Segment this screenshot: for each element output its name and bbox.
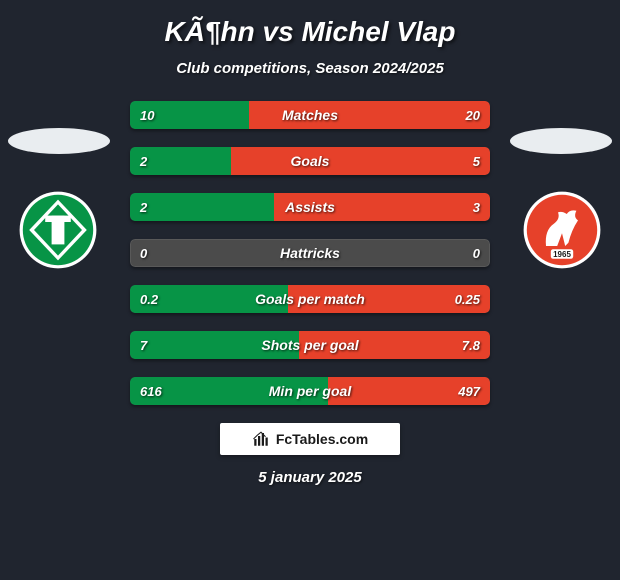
bar-label: Min per goal — [130, 377, 490, 405]
bar-label: Shots per goal — [130, 331, 490, 359]
twente-logo-icon: 1965 — [522, 190, 602, 270]
bar-label: Assists — [130, 193, 490, 221]
branding-badge: FcTables.com — [220, 423, 400, 455]
page-title: KÃ¶hn vs Michel Vlap — [0, 16, 620, 48]
team-logo-right: 1965 — [522, 190, 602, 270]
logo-year: 1965 — [553, 250, 571, 259]
date-label: 5 january 2025 — [0, 469, 620, 486]
stat-row: 23Assists — [130, 193, 490, 221]
stat-row: 1020Matches — [130, 101, 490, 129]
bar-label: Goals — [130, 147, 490, 175]
comparison-card: KÃ¶hn vs Michel Vlap Club competitions, … — [0, 0, 620, 580]
bar-label: Hattricks — [130, 239, 490, 267]
werder-logo-icon — [18, 190, 98, 270]
stat-row: 0.20.25Goals per match — [130, 285, 490, 313]
ellipse-shadow-left — [8, 128, 110, 154]
bar-label: Goals per match — [130, 285, 490, 313]
stats-bars: 1020Matches 25Goals 23Assists 00Hattricks 0.… — [130, 101, 490, 405]
stat-row: 00Hattricks — [130, 239, 490, 267]
stat-row: 616497Min per goal — [130, 377, 490, 405]
stat-row: 77.8Shots per goal — [130, 331, 490, 359]
ellipse-shadow-right — [510, 128, 612, 154]
team-logo-left — [18, 190, 98, 270]
bar-label: Matches — [130, 101, 490, 129]
stat-row: 25Goals — [130, 147, 490, 175]
branding-text: FcTables.com — [276, 431, 368, 447]
page-subtitle: Club competitions, Season 2024/2025 — [0, 60, 620, 77]
chart-icon — [252, 430, 270, 448]
